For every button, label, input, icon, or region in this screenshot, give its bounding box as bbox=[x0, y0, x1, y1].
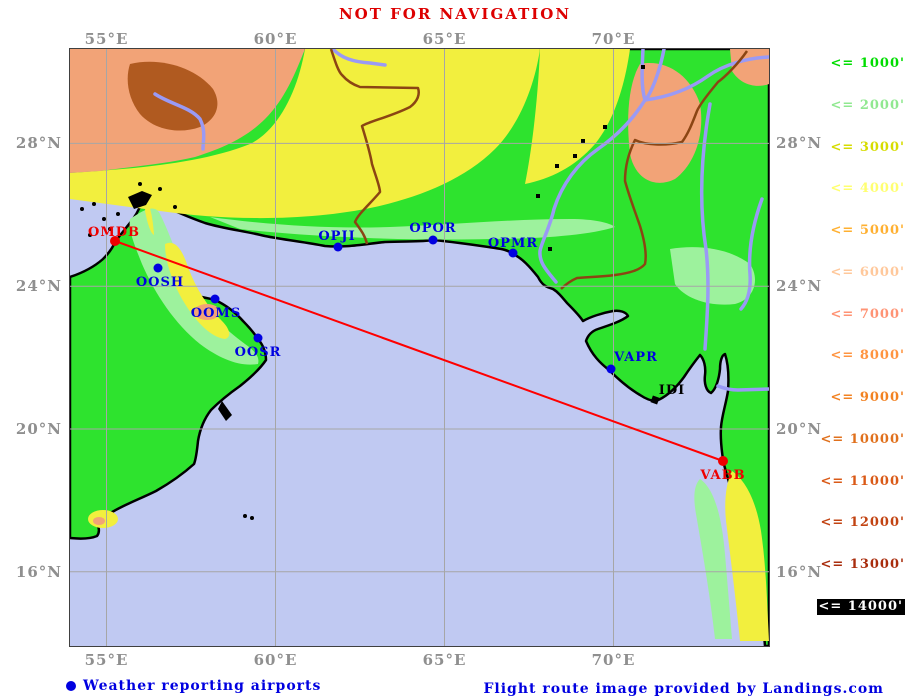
airport-label: OOSH bbox=[136, 275, 184, 290]
route-and-airports: OMDB OOSH OOMS OOSR OPJI OPOR OPMR VAPR IDI VABB bbox=[88, 221, 745, 483]
terrain-orange-oman bbox=[194, 304, 220, 320]
weather-airport-legend-label: Weather reporting airports bbox=[83, 678, 322, 694]
lon-label-top: 65°E bbox=[422, 30, 467, 48]
airport-label: OPOR bbox=[409, 221, 456, 236]
airport-label: OOMS bbox=[191, 306, 241, 321]
islands-and-cities bbox=[80, 65, 645, 520]
legend-item: <= 3000' bbox=[830, 140, 905, 155]
airport-marker bbox=[606, 364, 616, 374]
legend-item: <= 8000' bbox=[830, 348, 905, 363]
airport-label: OPMR bbox=[488, 236, 538, 251]
legend-item: <= 11000' bbox=[820, 474, 905, 489]
credit-label: Flight route image provided by Landings.… bbox=[483, 681, 884, 697]
legend-item: <= 9000' bbox=[830, 390, 905, 405]
legend-item: <= 5000' bbox=[830, 223, 905, 238]
airport-label: IDI bbox=[659, 383, 685, 398]
airport-marker bbox=[333, 242, 343, 252]
airport-marker bbox=[210, 294, 220, 304]
lat-label-left: 16°N bbox=[15, 562, 62, 581]
lat-label-right: 28°N bbox=[776, 134, 823, 153]
rivers bbox=[153, 49, 769, 392]
map: OMDB OOSH OOMS OOSR OPJI OPOR OPMR VAPR IDI VABB bbox=[69, 48, 770, 647]
lat-label-right: 24°N bbox=[776, 277, 823, 296]
lat-label-right: 20°N bbox=[776, 420, 823, 438]
lon-label-top: 60°E bbox=[253, 30, 298, 48]
lon-label-bottom: 55°E bbox=[84, 651, 129, 669]
legend-item: <= 7000' bbox=[830, 307, 905, 322]
legend-item: <= 1000' bbox=[830, 56, 905, 71]
airport-marker bbox=[253, 333, 263, 343]
lon-label-bottom: 60°E bbox=[253, 651, 298, 669]
terrain-yellow-musandam bbox=[145, 199, 154, 235]
legend-item: <= 6000' bbox=[830, 265, 905, 280]
weather-airport-dot-icon bbox=[66, 681, 76, 691]
legend-item: <= 12000' bbox=[820, 515, 905, 530]
legend-item: <= 13000' bbox=[820, 557, 905, 572]
airport-label: OOSR bbox=[235, 345, 282, 360]
lon-label-bottom: 65°E bbox=[422, 651, 467, 669]
airport-label: OMDB bbox=[88, 225, 140, 240]
lon-label-bottom: 70°E bbox=[591, 651, 636, 669]
terrain-palegreen-india-s bbox=[694, 479, 732, 639]
terrain-palegreen-oman bbox=[129, 208, 259, 365]
airport-marker bbox=[110, 236, 120, 246]
airport-label: VABB bbox=[699, 468, 745, 483]
flight-route-line bbox=[114, 240, 724, 462]
terrain-palegreen-coast bbox=[210, 217, 615, 240]
lon-label-top: 70°E bbox=[591, 30, 636, 48]
lat-label-left: 20°N bbox=[15, 420, 62, 438]
terrain-orange-cape bbox=[93, 517, 105, 525]
graticule bbox=[70, 49, 769, 646]
terrain-salmon-pk bbox=[628, 63, 702, 183]
country-borders bbox=[329, 49, 749, 290]
airport-label: OPJI bbox=[318, 229, 355, 244]
airport-label: VAPR bbox=[613, 350, 658, 365]
lat-label-left: 28°N bbox=[15, 134, 62, 153]
lat-label-left: 24°N bbox=[15, 277, 62, 296]
airport-marker bbox=[153, 263, 163, 273]
terrain-palegreen-sindh bbox=[670, 247, 755, 305]
weather-airport-legend: Weather reporting airports bbox=[66, 678, 321, 694]
airport-marker bbox=[508, 248, 518, 258]
terrain-yellow-ne bbox=[525, 49, 630, 184]
legend-item: <= 2000' bbox=[830, 98, 905, 113]
airport-marker bbox=[428, 235, 438, 245]
legend-item: <= 14000' bbox=[817, 599, 905, 615]
waypoint-marker bbox=[650, 395, 660, 405]
legend-item: <= 4000' bbox=[830, 181, 905, 196]
terrain-yellow-ghats bbox=[725, 471, 769, 641]
credit: Flight route image provided by Landings.… bbox=[483, 678, 884, 697]
page-title: NOT FOR NAVIGATION bbox=[338, 5, 572, 23]
terrain-yellow-iran bbox=[70, 49, 540, 219]
terrain-map: OMDB OOSH OOMS OOSR OPJI OPOR OPMR VAPR IDI VABB bbox=[70, 49, 769, 646]
lon-label-top: 55°E bbox=[84, 30, 129, 48]
legend-item: <= 10000' bbox=[820, 432, 905, 447]
airport-marker bbox=[718, 456, 728, 466]
lat-label-right: 16°N bbox=[776, 562, 823, 581]
